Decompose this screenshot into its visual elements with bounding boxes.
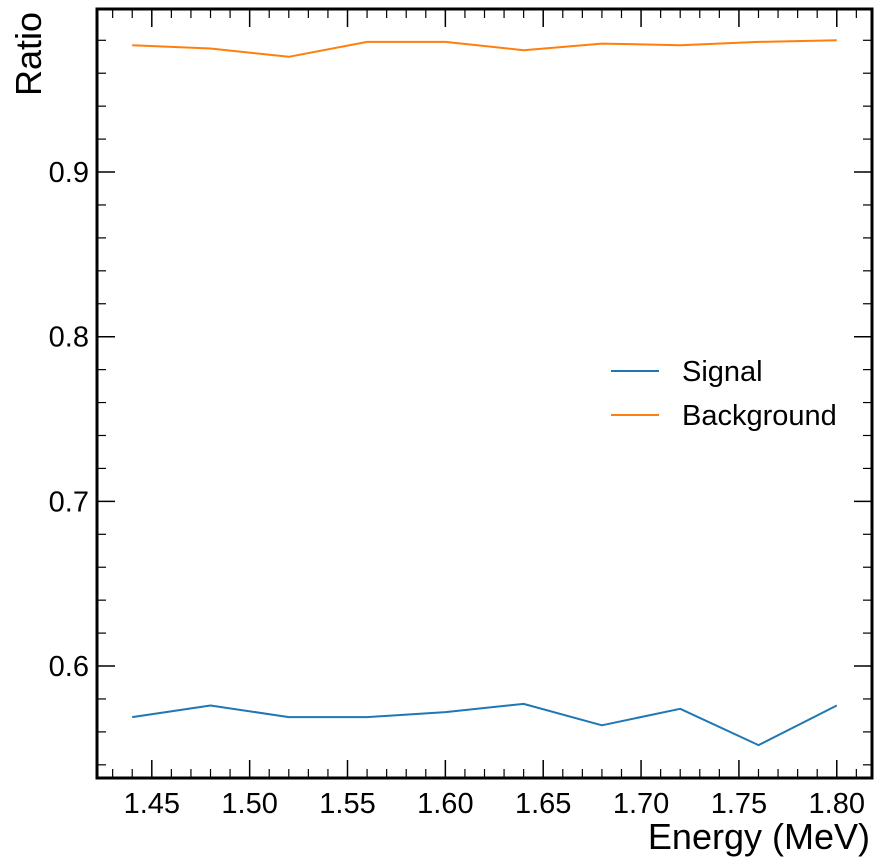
legend-label-signal: Signal xyxy=(682,356,763,388)
major-ticks xyxy=(97,9,872,778)
plot-frame xyxy=(95,7,874,780)
y-axis-title: Ratio xyxy=(8,12,49,96)
series-line-background xyxy=(132,39,837,58)
x-tick-label: 1.60 xyxy=(417,788,473,820)
y-tick-label: 0.8 xyxy=(49,322,89,354)
y-tick-label: 0.6 xyxy=(49,651,89,683)
x-tick-label: 1.70 xyxy=(613,788,669,820)
y-tick-label: 0.9 xyxy=(49,157,89,189)
x-axis-title: Energy (MeV) xyxy=(648,816,870,857)
legend: Signal Background xyxy=(611,356,837,432)
x-tick-label: 1.65 xyxy=(515,788,571,820)
series-line-signal xyxy=(132,702,838,747)
x-tick-label: 1.75 xyxy=(711,788,767,820)
y-tick-label: 0.7 xyxy=(49,486,89,518)
series-lines xyxy=(132,39,838,747)
x-tick-label: 1.50 xyxy=(221,788,277,820)
x-tick-labels: 1.45 1.50 1.55 1.60 1.65 1.70 1.75 1.80 xyxy=(124,788,865,820)
x-tick-label: 1.55 xyxy=(319,788,375,820)
x-tick-label: 1.80 xyxy=(809,788,865,820)
minor-ticks xyxy=(97,9,872,778)
y-tick-labels: 0.6 0.7 0.8 0.9 xyxy=(49,157,89,683)
x-tick-label: 1.45 xyxy=(124,788,180,820)
legend-label-background: Background xyxy=(682,400,837,432)
